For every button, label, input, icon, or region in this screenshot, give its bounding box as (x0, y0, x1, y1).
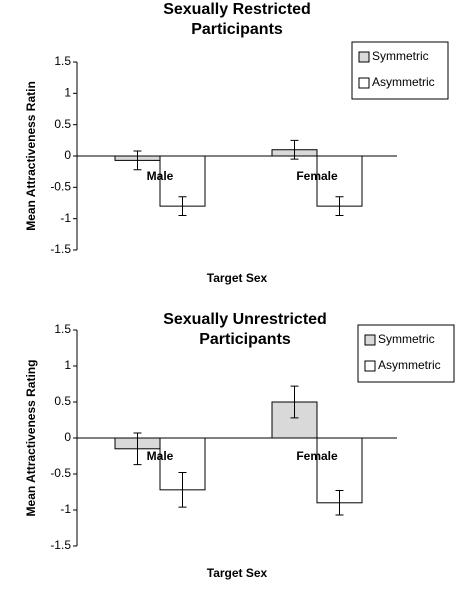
y-tick-label: 1 (64, 358, 71, 372)
y-axis-label: Mean Attractiveness Rating (24, 360, 38, 517)
y-tick-label: -1 (60, 211, 71, 225)
legend-label: Asymmetric (372, 75, 435, 89)
y-tick-label: -1.5 (50, 538, 71, 552)
category-label: Female (296, 169, 338, 183)
bar (316, 437, 363, 504)
x-axis-label: Target Sex (207, 566, 268, 580)
y-tick-label: 0 (64, 430, 71, 444)
category-label: Female (296, 449, 338, 463)
x-axis-label: Target Sex (207, 271, 268, 285)
error-bar (133, 150, 142, 171)
y-tick-label: 0.5 (54, 117, 71, 131)
chart-title: Participants (191, 21, 283, 38)
y-tick-label: 1.5 (54, 54, 71, 68)
y-tick-label: 0.5 (54, 394, 71, 408)
y-tick-label: -1 (60, 502, 71, 516)
chart-title: Participants (199, 331, 291, 348)
y-tick-label: -0.5 (50, 466, 71, 480)
legend-swatch (358, 51, 370, 63)
category-label: Male (147, 449, 174, 463)
legend-swatch (358, 77, 370, 89)
error-bar (290, 139, 299, 160)
y-tick-label: -1.5 (50, 242, 71, 256)
legend-label: Symmetric (372, 49, 429, 63)
chart-title: Sexually Restricted (163, 1, 311, 18)
legend-label: Asymmetric (378, 358, 441, 372)
error-bar (133, 432, 142, 466)
legend-swatch (364, 360, 376, 372)
category-label: Male (147, 169, 174, 183)
error-bar (335, 196, 344, 217)
error-bar (178, 196, 187, 217)
error-bar (290, 385, 299, 419)
y-tick-label: -0.5 (50, 180, 71, 194)
y-tick-label: 0 (64, 148, 71, 162)
legend-label: Symmetric (378, 332, 435, 346)
chart-title: Sexually Unrestricted (163, 311, 327, 328)
y-tick-label: 1.5 (54, 322, 71, 336)
error-bar (335, 490, 344, 516)
legend-swatch (364, 334, 376, 346)
y-axis-label: Mean Attractiveness Ratin (24, 81, 38, 231)
error-bar (178, 472, 187, 508)
y-tick-label: 1 (64, 86, 71, 100)
